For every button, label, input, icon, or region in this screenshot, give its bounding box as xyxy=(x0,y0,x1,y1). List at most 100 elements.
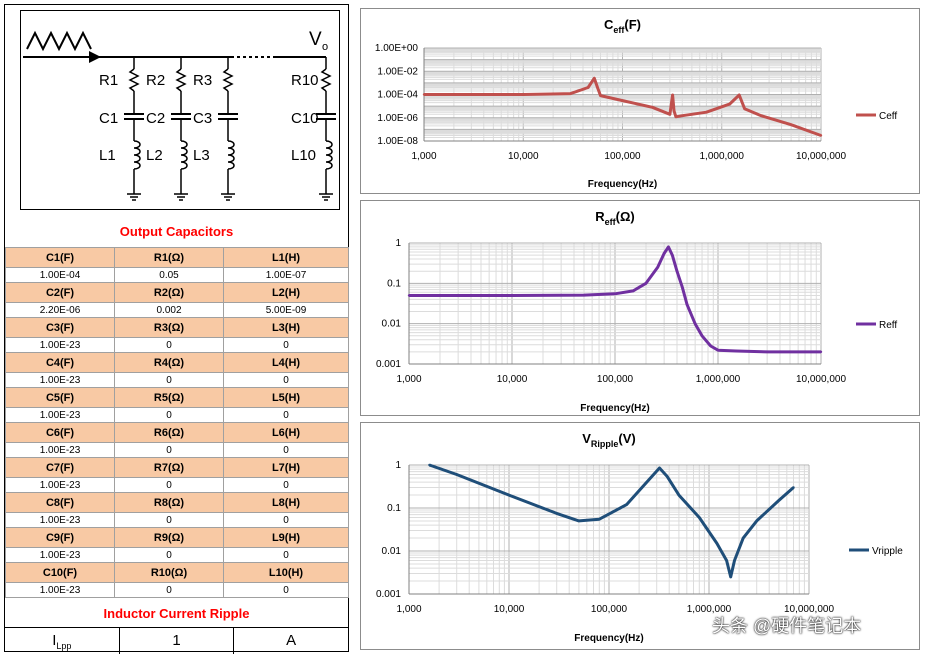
table-value-cell[interactable]: 0.05 xyxy=(114,267,224,283)
y-tick-label: 0.001 xyxy=(376,359,401,370)
table-value-cell[interactable]: 1.00E-23 xyxy=(5,407,115,423)
table-value-cell[interactable]: 0 xyxy=(223,337,349,353)
table-value-cell[interactable]: 0 xyxy=(114,372,224,388)
branch-2: R2 C2 L2 xyxy=(146,57,191,201)
branch-c-label: C1 xyxy=(99,110,118,127)
y-tick-label: 0.01 xyxy=(382,319,402,330)
x-tick-label: 10,000,000 xyxy=(796,151,846,162)
branch-l-label: L10 xyxy=(291,147,316,164)
table-value-cell[interactable]: 0 xyxy=(223,512,349,528)
table-value-cell[interactable]: 2.20E-06 xyxy=(5,302,115,318)
table-header-cell: C2(F) xyxy=(5,282,115,303)
data-point xyxy=(455,473,458,476)
table-value-row: 1.00E-23 0 0 xyxy=(5,372,349,388)
table-header-row: C7(F) R7(Ω) L7(H) xyxy=(5,457,349,478)
table-value-cell[interactable]: 1.00E-23 xyxy=(5,442,115,458)
vo-subscript: o xyxy=(322,41,328,53)
x-tick-label: 1,000,000 xyxy=(700,151,745,162)
table-value-cell[interactable]: 0 xyxy=(114,547,224,563)
data-point xyxy=(631,289,635,293)
data-point xyxy=(586,86,590,89)
table-value-cell[interactable]: 1.00E-23 xyxy=(5,512,115,528)
y-tick-label: 0.1 xyxy=(387,503,401,514)
table-value-cell[interactable]: 1.00E-23 xyxy=(5,372,115,388)
table-header-cell: C4(F) xyxy=(5,352,115,373)
data-point xyxy=(716,348,720,352)
table-value-cell[interactable]: 1.00E-23 xyxy=(5,477,115,493)
table-value-row: 1.00E-23 0 0 xyxy=(5,407,349,423)
table-value-cell[interactable]: 0 xyxy=(114,442,224,458)
table-value-cell[interactable]: 0 xyxy=(114,477,224,493)
table-value-cell[interactable]: 0 xyxy=(114,512,224,528)
data-point xyxy=(644,282,648,285)
table-value-cell[interactable]: 1.00E-07 xyxy=(223,267,349,283)
data-point xyxy=(662,252,666,255)
data-point xyxy=(569,92,572,95)
table-value-cell[interactable]: 0.002 xyxy=(114,302,224,318)
ceff-chart-svg: Ceff(F)1,000 10,000 100,000 1,000,000 10,000… xyxy=(375,17,897,190)
table-header-row: C10(F) R10(Ω) L10(H) xyxy=(5,562,349,583)
chart-title-sub: eff xyxy=(605,217,617,227)
x-tick-label: 1,000 xyxy=(396,604,421,615)
legend-label: Ceff xyxy=(879,111,897,122)
table-value-cell[interactable]: 1.00E-23 xyxy=(5,547,115,563)
table-value-cell[interactable]: 0 xyxy=(223,372,349,388)
y-tick-label: 1.00E-06 xyxy=(377,113,418,124)
schematic-drawing: V o R1 C1 L1 R2 C2 L2 R3 C3 L3 R10 C10 L10 xyxy=(23,29,336,201)
legend-label: Vripple xyxy=(872,546,903,557)
table-value-cell[interactable]: 0 xyxy=(223,582,349,598)
data-point xyxy=(671,93,674,97)
chart-title-main: R xyxy=(595,209,605,224)
left-panel: V o R1 C1 L1 R2 C2 L2 R3 C3 L3 R10 C10 L10 Output C… xyxy=(4,4,349,654)
y-tick-label: 1.00E+00 xyxy=(375,43,419,54)
table-value-cell[interactable]: 1.00E-23 xyxy=(5,582,115,598)
branch-c-label: C3 xyxy=(193,110,212,127)
table-value-row: 1.00E-23 0 0 xyxy=(5,442,349,458)
table-value-cell[interactable]: 0 xyxy=(114,337,224,353)
resistor-symbol xyxy=(320,68,332,92)
data-point xyxy=(715,542,719,545)
x-tick-label: 100,000 xyxy=(591,604,628,615)
ripple-value[interactable]: 1 xyxy=(120,628,235,654)
inductor-symbol xyxy=(133,140,141,170)
ripple-label: ILpp xyxy=(5,628,120,654)
table-header-cell: L6(H) xyxy=(223,422,349,443)
data-point xyxy=(621,99,624,102)
table-value-row: 1.00E-23 0 0 xyxy=(5,477,349,493)
branch-4: R10 C10 L10 xyxy=(291,57,336,201)
data-point xyxy=(728,102,731,106)
data-point xyxy=(765,350,769,354)
table-header-cell: L7(H) xyxy=(223,457,349,478)
data-point xyxy=(709,344,712,348)
table-header-cell: C5(F) xyxy=(5,387,115,408)
data-point xyxy=(705,111,708,114)
table-value-cell[interactable]: 0 xyxy=(223,477,349,493)
vo-label: V xyxy=(309,29,322,50)
data-point xyxy=(647,478,650,482)
inductor-symbol xyxy=(325,140,333,170)
table-header-cell: C7(F) xyxy=(5,457,115,478)
table-value-cell[interactable]: 0 xyxy=(223,442,349,458)
y-tick-label: 0.01 xyxy=(382,546,402,557)
table-header-cell: R4(Ω) xyxy=(114,352,224,373)
table-value-cell[interactable]: 1.00E-04 xyxy=(5,267,115,283)
table-header-cell: L9(H) xyxy=(223,527,349,548)
data-point xyxy=(672,109,676,112)
branch-r-label: R3 xyxy=(193,72,212,89)
table-value-cell[interactable]: 5.00E-09 xyxy=(223,302,349,318)
x-tick-label: 10,000 xyxy=(508,151,539,162)
chart-title: Reff(Ω) xyxy=(595,209,634,227)
data-point xyxy=(681,114,684,117)
branch-c-label: C2 xyxy=(146,110,165,127)
table-header-row: C6(F) R6(Ω) L6(H) xyxy=(5,422,349,443)
table-header-cell: R9(Ω) xyxy=(114,527,224,548)
x-tick-label: 10,000,000 xyxy=(784,604,834,615)
table-value-cell[interactable]: 0 xyxy=(223,547,349,563)
chart-title: VRipple(V) xyxy=(582,431,636,449)
table-value-cell[interactable]: 0 xyxy=(114,407,224,423)
data-point xyxy=(656,266,659,269)
table-value-cell[interactable]: 0 xyxy=(114,582,224,598)
x-tick-label: 100,000 xyxy=(604,151,641,162)
table-value-cell[interactable]: 0 xyxy=(223,407,349,423)
table-value-cell[interactable]: 1.00E-23 xyxy=(5,337,115,353)
